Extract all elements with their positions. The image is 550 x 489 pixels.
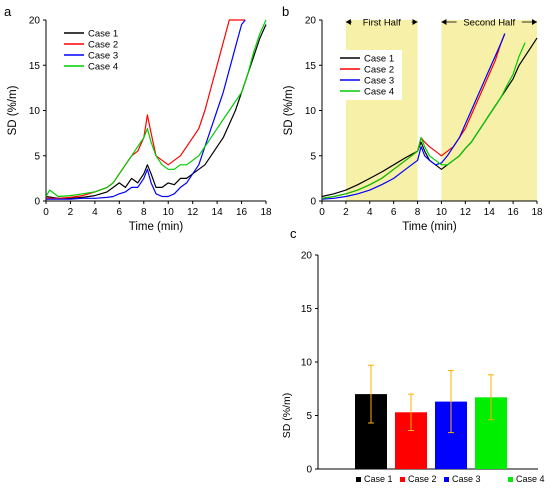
legend-label-case-1: Case 1 [88,29,118,40]
y-tick-label: 10 [301,358,313,369]
y-tick-label: 10 [305,106,317,117]
x-tick-label: 6 [117,207,123,218]
series-line-case-3 [46,19,246,200]
y-axis-label: SD (%/m) [7,85,19,135]
x-tick-label: 2 [343,207,349,218]
y-tick-label: 15 [301,304,313,315]
y-tick-label: 0 [306,465,312,476]
y-tick-label: 0 [310,197,316,208]
legend-label-case-2: Case 2 [408,474,437,484]
legend-label-case-3: Case 3 [452,474,481,484]
x-tick-label: 10 [436,207,448,218]
legend-label-case-3: Case 3 [364,76,394,87]
legend-label-case-1: Case 1 [364,54,394,65]
x-tick-label: 18 [531,207,543,218]
legend-swatch-case-4 [508,477,513,482]
x-tick-label: 2 [68,207,74,218]
y-tick-label: 15 [305,61,317,72]
first-half-label: First Half [363,18,401,29]
panel-letter: c [290,226,297,241]
legend-swatch-case-1 [356,477,361,482]
y-tick-label: 5 [310,151,316,162]
legend-label-case-2: Case 2 [364,65,394,76]
panel-a: 0 2 4 6 8 10 12 14 16 18 0 5 10 15 20 Time (min) SD (%/m… [4,4,272,233]
y-tick-label: 20 [301,251,313,262]
series-line-case-2 [46,19,246,199]
x-tick-label: 4 [92,207,98,218]
y-axis-label: SD (%/m) [283,85,295,135]
x-tick-label: 18 [260,207,272,218]
x-tick-label: 16 [236,207,248,218]
y-tick-label: 5 [34,151,40,162]
legend-label-case-4: Case 4 [516,474,545,484]
x-tick-label: 10 [163,207,175,218]
arrowhead-left [345,19,351,25]
panel-b: 0 2 4 6 8 10 12 14 16 18 0 5 10 15 20 Time (min) SD (%/m… [282,4,543,233]
legend-label-case-4: Case 4 [88,62,118,73]
series-line-case-1 [45,24,267,199]
panel-letter: b [282,4,289,19]
legend-label-case-3: Case 3 [88,51,118,62]
y-tick-label: 20 [305,16,317,27]
x-tick-label: 12 [460,207,472,218]
legend-swatch-case-3 [444,477,449,482]
shaded-region-2 [441,20,537,201]
x-tick-label: 16 [508,207,520,218]
second-half-label: Second Half [463,18,515,29]
arrowhead-left [441,19,447,25]
x-tick-label: 0 [319,207,325,218]
shaded-region-1 [345,20,418,201]
legend-label-case-2: Case 2 [88,40,118,51]
x-tick-label: 4 [367,207,373,218]
y-tick-label: 15 [29,61,41,72]
x-tick-label: 14 [212,207,224,218]
x-tick-label: 14 [484,207,496,218]
x-tick-label: 12 [187,207,199,218]
y-tick-label: 5 [306,411,312,422]
x-axis-label: Time (min) [402,221,457,233]
x-tick-label: 8 [415,207,421,218]
series-line-case-4 [321,42,526,199]
legend-label-case-1: Case 1 [364,474,393,484]
x-tick-label: 6 [391,207,397,218]
x-tick-label: 8 [141,207,147,218]
y-tick-label: 0 [34,197,40,208]
y-axis-label: SD (%/m) [281,393,293,439]
arrowhead-right [412,19,418,25]
x-tick-label: 0 [43,207,49,218]
panel-letter: a [4,4,12,19]
y-tick-label: 20 [29,16,41,27]
legend: Case 1 Case 2 Case 3 Case 4 [356,474,545,484]
legend-label-case-4: Case 4 [364,87,394,98]
arrowhead-right [532,19,537,25]
y-tick-label: 10 [29,106,41,117]
series-line-case-4 [45,19,267,198]
series-line-case-3 [321,33,506,200]
x-axis-label: Time (min) [129,221,184,233]
legend-swatch-case-2 [400,477,405,482]
